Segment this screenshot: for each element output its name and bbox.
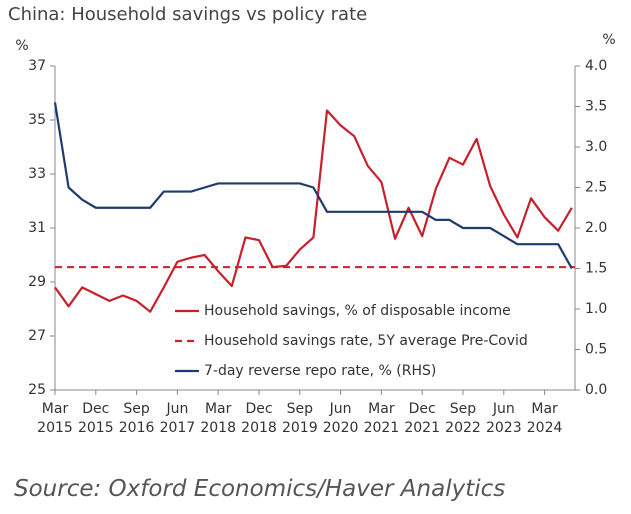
y2-tick-label: 0.5 [585,342,607,358]
x-tick-label: Sep 2022 [445,401,481,436]
series-line [54,109,573,313]
source-note: Source: Oxford Economics/Haver Analytics [14,476,506,502]
x-tick-label: Mar 2018 [200,401,236,436]
y-tick-label: 35 [28,112,46,128]
x-tick-label: Jun 2023 [485,401,522,436]
x-tick-label: Sep 2016 [118,401,155,436]
y-tick-label: 37 [28,58,46,74]
x-tick-label: Jun 2020 [322,401,359,436]
x-tick-label: Sep 2019 [281,401,318,436]
y2-tick-label: 2.0 [585,220,607,236]
series-line [53,102,573,270]
y2-tick-label: 0.0 [585,382,607,398]
legend-label: 7-day reverse repo rate, % (RHS) [204,363,436,379]
x-tick-label: Dec 2021 [404,401,440,436]
x-tick-label: Mar 2015 [37,401,73,436]
y-unit: % [15,38,28,54]
chart-title: China: Household savings vs policy rate [8,4,368,25]
y2-tick-label: 3.0 [585,139,607,155]
y-tick-label: 25 [28,382,46,398]
y2-tick-label: 1.5 [585,261,607,277]
y2-tick-label: 3.5 [585,99,607,115]
legend-label: Household savings rate, 5Y average Pre-C… [204,333,528,349]
x-tick-label: Mar 2021 [363,401,400,436]
y-tick-label: 31 [28,220,46,236]
x-tick-label: Dec 2018 [241,401,277,436]
y2-unit: % [602,32,615,48]
y2-tick-label: 4.0 [585,58,607,74]
x-tick-label: Jun 2017 [159,401,196,436]
y-tick-label: 29 [28,274,46,290]
x-tick-label: Mar 2024 [526,401,563,436]
x-tick-label: Dec 2015 [77,401,114,436]
y-tick-label: 33 [28,166,46,182]
y2-tick-label: 1.0 [585,301,607,317]
y-tick-label: 27 [28,328,46,344]
y2-tick-label: 2.5 [585,180,607,196]
legend-label: Household savings, % of disposable incom… [204,303,511,319]
